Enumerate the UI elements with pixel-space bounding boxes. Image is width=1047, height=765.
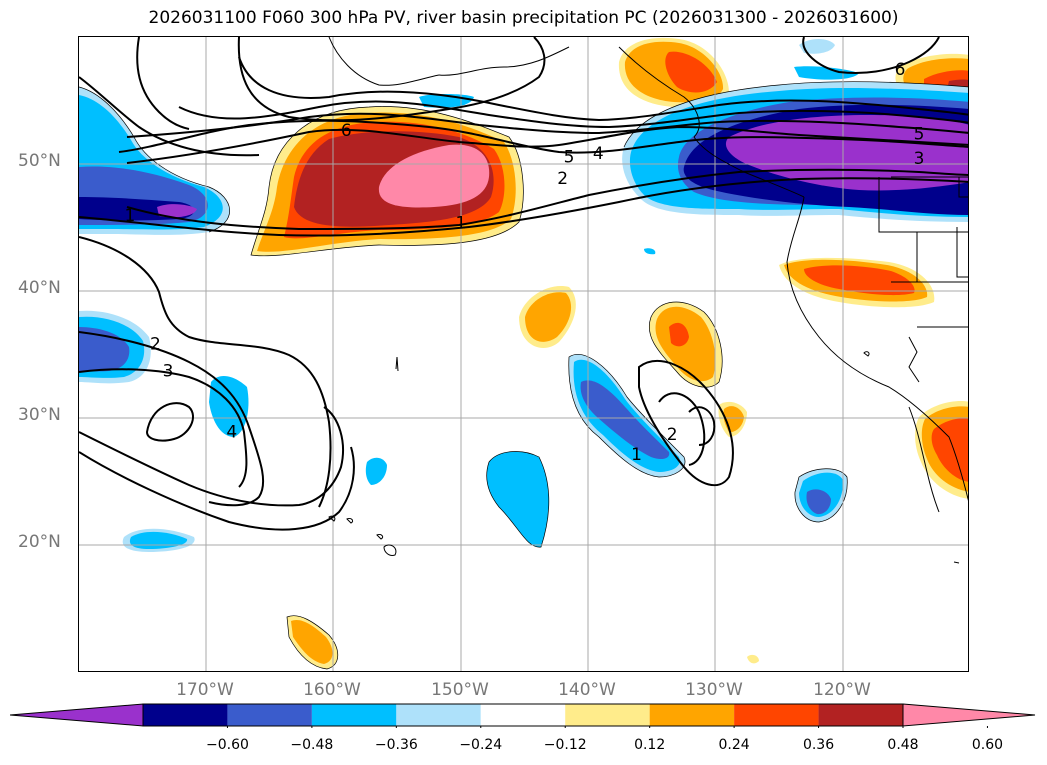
contour-label: 6 (341, 121, 352, 141)
positive-anomaly-small (669, 322, 689, 347)
colorbar-segment (227, 704, 312, 726)
colorbar-tick-label: −0.36 (374, 737, 418, 753)
negative-anomaly-small (799, 39, 835, 54)
colorbar-extend-high (902, 703, 1036, 727)
lat-label-20n: 20°N (18, 532, 61, 552)
colorbar-segment (818, 704, 903, 726)
colorbar-segment (311, 704, 397, 726)
negative-anomaly-small (209, 375, 249, 437)
contour-label: 1 (455, 214, 466, 234)
colorbar-tick-label: 0.60 (971, 737, 1004, 753)
positive-anomaly-small (747, 654, 759, 664)
contour-label: 3 (163, 361, 174, 381)
positive-anomaly-small (525, 292, 572, 342)
colorbar-tick-label: −0.60 (205, 737, 249, 753)
positive-anomaly-california (804, 265, 915, 296)
contour-label: 6 (895, 60, 906, 80)
contour-label: 4 (226, 422, 237, 442)
colorbar-tick-label: 0.36 (802, 737, 835, 753)
colorbar-segment (565, 704, 650, 726)
contour-label: 1 (125, 206, 136, 226)
precip-shading (79, 37, 968, 669)
negative-anomaly-west (157, 204, 197, 218)
contour-label: 1 (631, 445, 642, 465)
negative-anomaly-small (644, 248, 656, 255)
gridlines (79, 37, 968, 671)
contour-label: 2 (557, 169, 568, 189)
lat-label-40n: 40°N (18, 278, 61, 298)
colorbar-segment (480, 704, 566, 726)
colorbar (10, 703, 1036, 728)
contour-label: 4 (593, 144, 604, 164)
lat-label-50n: 50°N (18, 151, 61, 171)
colorbar-extend-low (10, 703, 144, 727)
negative-anomaly-small (580, 380, 670, 460)
positive-anomaly-small (655, 306, 716, 382)
zero-contour-outline (79, 81, 968, 670)
colorbar-segment (649, 704, 735, 726)
colorbar-tick-label: 0.12 (634, 737, 666, 753)
contour-label: 2 (150, 335, 161, 355)
lat-label-30n: 30°N (18, 405, 61, 425)
negative-anomaly-small (486, 451, 549, 548)
lon-label-140w: 140°W (558, 680, 616, 700)
colorbar-segment (734, 704, 819, 726)
lon-label-150w: 150°W (431, 680, 489, 700)
contour-label: 3 (914, 149, 925, 169)
map-title: 2026031100 F060 300 hPa PV, river basin … (148, 8, 899, 28)
positive-anomaly-small (291, 619, 333, 664)
lon-label-130w: 130°W (685, 680, 743, 700)
lon-label-160w: 160°W (303, 680, 361, 700)
lon-label-120w: 120°W (813, 680, 871, 700)
lon-label-170w: 170°W (176, 680, 234, 700)
contour-label: 2 (667, 425, 678, 445)
colorbar-tick-label: −0.24 (459, 737, 503, 753)
colorbar-frame (142, 703, 904, 727)
pv-contours (79, 37, 968, 531)
positive-anomaly-alaska (665, 51, 717, 93)
colorbar-segment (143, 704, 228, 726)
contour-label: 5 (914, 125, 925, 145)
negative-anomaly-small (365, 457, 387, 485)
colorbar-tick-label: 0.48 (887, 737, 919, 753)
positive-anomaly-north-pacific (378, 144, 490, 208)
colorbar-tick-label: −0.12 (543, 737, 587, 753)
colorbar-tick-label: 0.24 (718, 737, 750, 753)
contour-label: 5 (564, 148, 575, 168)
negative-anomaly-small (806, 489, 831, 515)
colorbar-tick-label: −0.48 (290, 737, 334, 753)
colorbar-segment (396, 704, 481, 726)
